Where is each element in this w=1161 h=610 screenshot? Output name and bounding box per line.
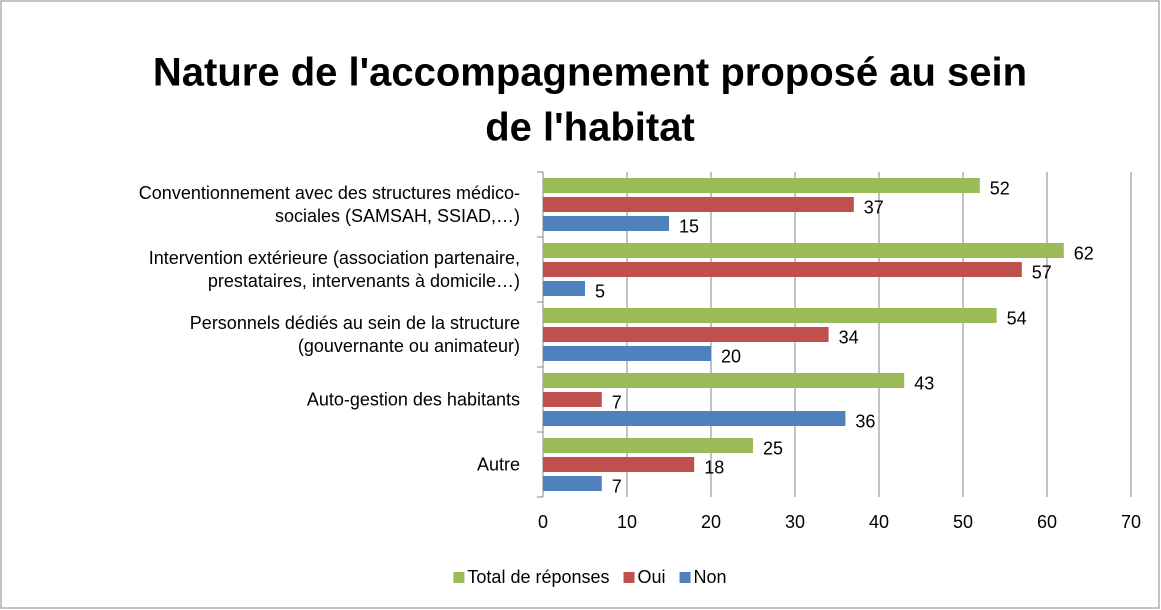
data-label: 52 [990, 178, 1010, 198]
x-tick-label: 10 [617, 512, 637, 532]
bar [543, 476, 602, 491]
x-tick-label: 20 [701, 512, 721, 532]
data-label: 62 [1074, 243, 1094, 263]
data-label: 18 [704, 457, 724, 477]
data-label: 43 [914, 373, 934, 393]
bar [543, 438, 753, 453]
legend-label: Total de réponses [467, 567, 609, 587]
x-tick-label: 70 [1121, 512, 1141, 532]
legend-label: Non [694, 567, 727, 587]
chart-title: Nature de l'accompagnement proposé au se… [153, 51, 1027, 95]
bar [543, 373, 905, 388]
data-label: 15 [679, 216, 699, 236]
data-label: 36 [855, 411, 875, 431]
legend-swatch [453, 572, 465, 583]
bar [543, 262, 1022, 277]
bar [543, 281, 585, 296]
legend-swatch [623, 572, 635, 583]
bar [543, 308, 997, 323]
x-tick-label: 40 [869, 512, 889, 532]
bar [543, 457, 695, 472]
data-label: 20 [721, 346, 741, 366]
y-tick-label: Conventionnement avec des structures méd… [138, 182, 520, 226]
chart-title: de l'habitat [485, 106, 695, 150]
bar [543, 411, 846, 426]
data-label: 54 [1007, 308, 1027, 328]
x-tick-label: 0 [538, 512, 548, 532]
legend-label: Oui [638, 567, 666, 587]
bar [543, 327, 829, 342]
bar [543, 243, 1064, 258]
data-label: 7 [612, 392, 622, 412]
bar [543, 197, 854, 212]
y-tick-label: Auto-gestion des habitants [306, 389, 520, 409]
bar [543, 346, 711, 361]
y-tick-label: Personnels dédiés au sein de la structur… [189, 312, 520, 356]
data-label: 25 [763, 438, 783, 458]
data-label: 7 [612, 476, 622, 496]
bar [543, 178, 980, 193]
x-tick-label: 50 [953, 512, 973, 532]
data-label: 34 [839, 327, 859, 347]
bar [543, 392, 602, 407]
bar [543, 216, 669, 231]
y-tick-label: Autre [476, 454, 520, 474]
data-label: 5 [595, 281, 605, 301]
x-tick-label: 60 [1037, 512, 1057, 532]
data-label: 57 [1032, 262, 1052, 282]
data-label: 37 [864, 197, 884, 217]
legend-swatch [679, 572, 691, 583]
y-tick-label: Intervention extérieure (association par… [148, 247, 520, 291]
x-tick-label: 30 [785, 512, 805, 532]
